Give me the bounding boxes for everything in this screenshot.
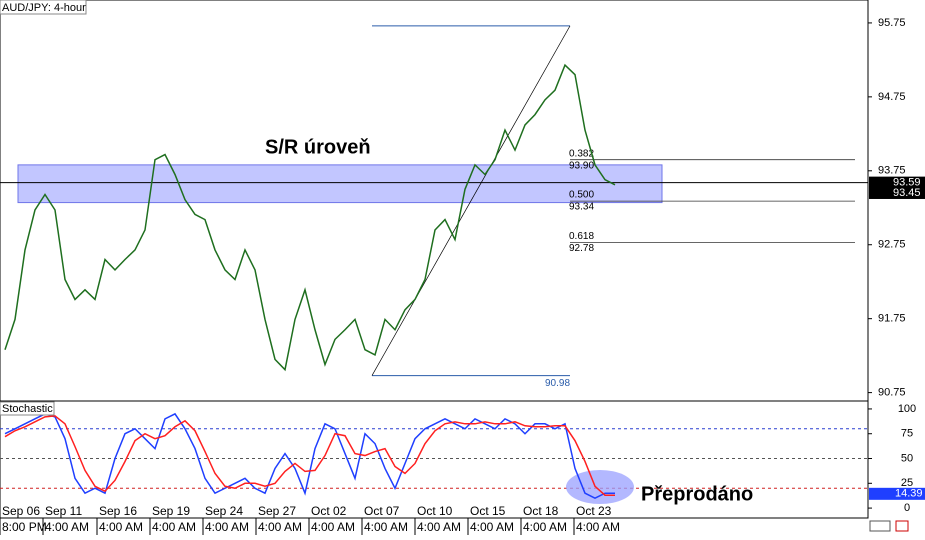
x-tick-label: Sep 27 (258, 504, 296, 518)
annotation: S/R úroveň (265, 136, 371, 158)
x-tick-time: 8:00 PM (2, 520, 47, 534)
x-tick-label: Sep 11 (45, 504, 82, 518)
x-tick-time: 4:00 AM (311, 520, 355, 534)
sr-zone (17, 164, 663, 204)
x-tick-label: Sep 24 (205, 504, 243, 518)
fib-price: 92.78 (569, 243, 594, 254)
scale-button[interactable] (869, 520, 891, 532)
fib-ratio: 0.500 (569, 190, 594, 201)
y-tick-label: 94.75 (878, 91, 906, 103)
annotation: Přeprodáno (641, 483, 753, 505)
price-badge-label: 93.59 (893, 177, 921, 189)
fib-ratio: 0.382 (569, 148, 594, 159)
y-tick-label: 91.75 (878, 313, 906, 325)
series-line (4, 415, 615, 496)
y-tick-label: 95.75 (878, 17, 906, 29)
fib-ratio: 0.618 (569, 231, 594, 242)
x-tick-label: Oct 18 (523, 504, 559, 518)
x-tick-time: 4:00 AM (576, 520, 620, 534)
x-tick-time: 4:00 AM (523, 520, 567, 534)
x-tick-time: 4:00 AM (258, 520, 302, 534)
current-badge (869, 186, 925, 199)
plot-frame (0, 0, 869, 519)
y-tick-label: 75 (901, 428, 913, 440)
x-tick-time: 4:00 AM (417, 520, 461, 534)
y-tick-label: 50 (901, 452, 913, 464)
x-tick-time: 4:00 AM (45, 520, 89, 534)
x-tick-label: Sep 19 (152, 504, 190, 518)
x-tick-label: Oct 02 (311, 504, 347, 518)
x-tick-label: Oct 23 (576, 504, 612, 518)
x-tick-label: Oct 07 (364, 504, 400, 518)
y-tick-label: 100 (898, 403, 916, 415)
x-tick-time: 4:00 AM (152, 520, 196, 534)
chart-title: AUD/JPY: 4-hour (2, 2, 86, 14)
series-line (4, 63, 616, 372)
fib-trend (371, 25, 571, 376)
y-tick-label: 90.75 (878, 387, 906, 399)
title-bg (0, 401, 55, 416)
x-tick-label: Oct 10 (417, 504, 453, 518)
stoch-badge (869, 487, 925, 500)
stoch-badge-label: 14.39 (895, 488, 923, 500)
panel-title: Stochastic (2, 403, 53, 415)
title-bg (0, 0, 87, 15)
x-tick-time: 4:00 AM (99, 520, 143, 534)
y-tick-label: 93.75 (878, 165, 906, 177)
x-tick-time: 4:00 AM (205, 520, 249, 534)
fib-price: 93.34 (569, 202, 594, 213)
current-badge-label: 93.45 (893, 187, 921, 199)
close-button[interactable] (895, 520, 909, 532)
x-tick-label: Oct 15 (470, 504, 506, 518)
oversold-highlight (566, 470, 634, 504)
y-tick-label: 0 (904, 502, 910, 514)
y-tick-label: 25 (901, 477, 913, 489)
x-tick-label: Sep 16 (99, 504, 137, 518)
y-tick-label: 92.75 (878, 239, 906, 251)
price-badge (869, 176, 925, 189)
fib-price: 93.90 (569, 160, 594, 171)
fib-low-label: 90.98 (545, 378, 570, 389)
x-tick-time: 4:00 AM (470, 520, 514, 534)
x-tick-time: 4:00 AM (364, 520, 408, 534)
x-tick-label: Sep 06 (2, 504, 40, 518)
